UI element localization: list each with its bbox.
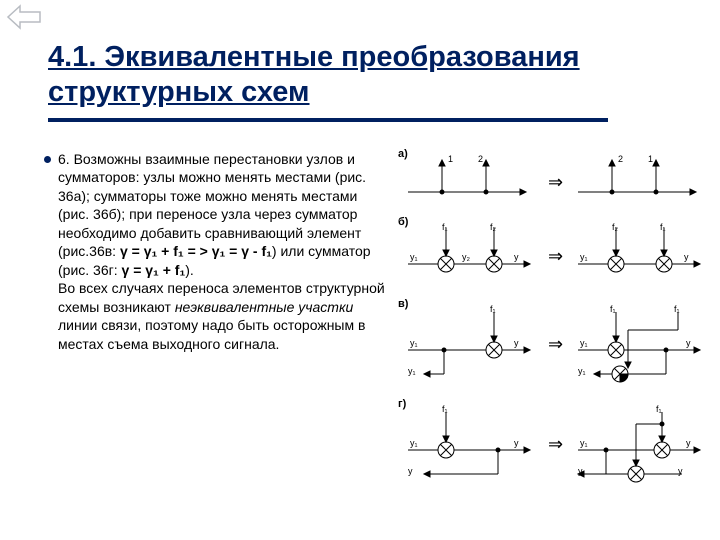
body-formula-2: γ = γ₁ + f₁: [122, 262, 186, 278]
sig-y1: у₁: [408, 366, 416, 376]
sig-y: у: [514, 338, 519, 348]
body-paragraph: 6. Возможны взаимные перестановки узлов …: [58, 150, 390, 353]
body-segment: ).: [185, 262, 194, 278]
sig-2: 2: [478, 154, 483, 164]
sig-y1: у₁: [410, 438, 418, 448]
sig-f2: f₂: [612, 222, 618, 232]
sig-y: у: [686, 438, 691, 448]
sig-f1: f₁: [656, 404, 662, 414]
back-arrow[interactable]: [6, 4, 44, 30]
sig-y1: у₁: [580, 438, 588, 448]
sig-f1: f₁: [442, 404, 448, 414]
slide-title: 4.1. Эквивалентные преобразования структ…: [48, 40, 608, 110]
sig-y1: у₁: [410, 252, 418, 262]
bullet-icon: [44, 156, 51, 163]
imply-arrow: ⇒: [548, 334, 563, 355]
sig-f1: f₁: [674, 304, 680, 314]
body-formula-1: γ = γ₁ + f₁ = > γ₁ = γ - f₁: [120, 243, 272, 259]
sig-y: у: [678, 466, 683, 476]
sig-2: 2: [618, 154, 623, 164]
sig-f2: f₂: [490, 222, 496, 232]
body-segment: линии связи, поэтому надо быть осторожны…: [58, 317, 365, 351]
sig-f1: f₁: [610, 304, 616, 314]
sig-y1: у₁: [578, 366, 586, 376]
sig-y: у: [686, 338, 691, 348]
sig-y1: у₁: [580, 252, 588, 262]
sig-y: у: [514, 252, 519, 262]
sig-f1: f₁: [442, 222, 448, 232]
sig-y1: у₁: [410, 338, 418, 348]
sig-y: у: [684, 252, 689, 262]
sig-y2: у₂: [462, 252, 470, 262]
sig-y: у: [408, 466, 413, 476]
sig-1: 1: [648, 154, 653, 164]
body-emph: неэквивалентные участки: [175, 299, 354, 315]
sig-y: у: [578, 466, 583, 476]
imply-arrow: ⇒: [548, 246, 563, 267]
title-text: 4.1. Эквивалентные преобразования структ…: [48, 41, 580, 108]
imply-arrow: ⇒: [548, 434, 563, 455]
title-underline: [48, 118, 608, 122]
sig-1: 1: [448, 154, 453, 164]
diagram-panel: а) 1 2 2 1 ⇒ б): [398, 148, 702, 496]
imply-arrow: ⇒: [548, 172, 563, 193]
sig-f1: f₁: [490, 304, 496, 314]
sig-f1: f₁: [660, 222, 666, 232]
sig-y1: у₁: [580, 338, 588, 348]
sig-y: у: [514, 438, 519, 448]
